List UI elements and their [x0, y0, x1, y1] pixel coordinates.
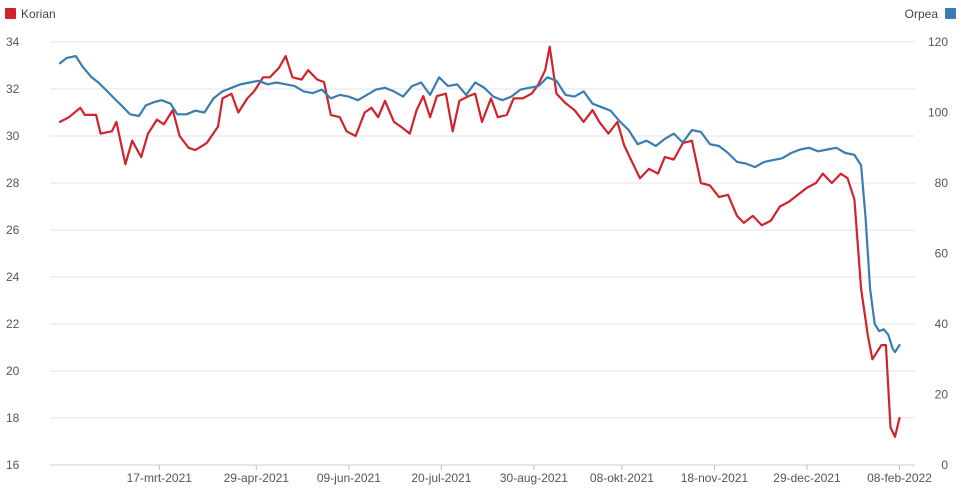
- left-y-tick-label: 26: [6, 223, 20, 237]
- right-y-tick-label: 20: [935, 388, 949, 402]
- x-tick-label: 29-apr-2021: [224, 471, 290, 485]
- legend-swatch-korian: [5, 8, 16, 19]
- x-tick-label: 08-okt-2021: [590, 471, 654, 485]
- x-tick-label: 08-feb-2022: [867, 471, 932, 485]
- right-y-tick-label: 100: [928, 106, 948, 120]
- legend-korian[interactable]: Korian: [5, 7, 56, 21]
- right-y-axis-ticks: 0 20 40 60 80 100 120: [928, 35, 948, 472]
- legend-swatch-orpea: [945, 8, 956, 19]
- x-tick-label: 30-aug-2021: [500, 471, 568, 485]
- series-line-korian: [58, 45, 901, 438]
- left-y-tick-label: 28: [6, 176, 20, 190]
- legend-label-korian: Korian: [21, 7, 56, 21]
- left-y-tick-label: 24: [6, 270, 20, 284]
- x-tick-label: 17-mrt-2021: [127, 471, 193, 485]
- right-y-tick-label: 40: [935, 317, 949, 331]
- x-tick-label: 29-dec-2021: [773, 471, 841, 485]
- left-y-tick-label: 20: [6, 364, 20, 378]
- series-lines: [58, 45, 901, 438]
- x-tick-label: 09-jun-2021: [317, 471, 381, 485]
- x-axis-ticks: 17-mrt-2021 29-apr-2021 09-jun-2021 20-jul-…: [127, 465, 932, 485]
- right-y-tick-label: 60: [935, 247, 949, 261]
- left-y-tick-label: 18: [6, 411, 20, 425]
- gridlines: [50, 41, 915, 466]
- right-y-tick-label: 80: [935, 176, 949, 190]
- left-y-tick-label: 32: [6, 82, 20, 96]
- left-y-tick-label: 22: [6, 317, 20, 331]
- left-y-tick-label: 16: [6, 458, 20, 472]
- legend-label-orpea: Orpea: [905, 7, 939, 21]
- right-y-tick-label: 0: [941, 458, 948, 472]
- legend-orpea[interactable]: Orpea: [905, 7, 956, 21]
- left-y-axis-ticks: 16 18 20 22 24 26 28 30 32 34: [6, 35, 20, 472]
- x-tick-label: 18-nov-2021: [681, 471, 749, 485]
- left-y-tick-label: 30: [6, 129, 20, 143]
- right-y-tick-label: 120: [928, 35, 948, 49]
- x-tick-label: 20-jul-2021: [411, 471, 471, 485]
- left-y-tick-label: 34: [6, 35, 20, 49]
- series-line-orpea: [58, 55, 901, 354]
